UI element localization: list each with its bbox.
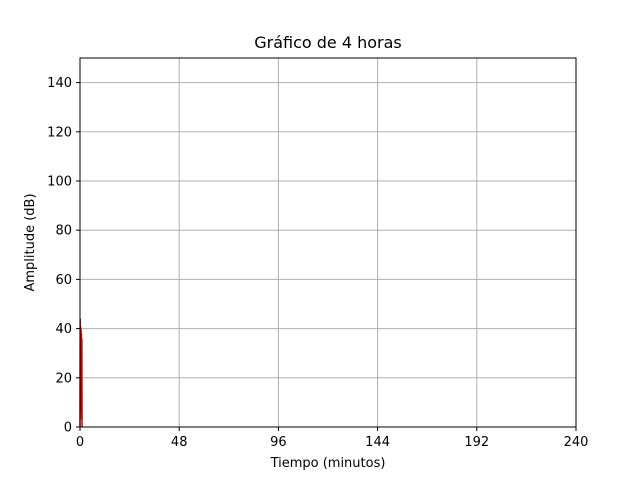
x-tick-label: 144 — [365, 435, 390, 450]
axes-frame — [79, 57, 577, 428]
x-axis-label: Tiempo (minutos) — [270, 456, 386, 471]
axis-ticks: 0 48 96 144 192 240 0 20 40 60 80 100 120 140 — [47, 76, 588, 450]
x-tick-label: 192 — [464, 435, 489, 450]
x-tick-label: 240 — [564, 435, 589, 450]
y-tick-label: 40 — [55, 322, 72, 337]
x-tick-label: 96 — [270, 435, 287, 450]
y-tick-label: 100 — [47, 175, 72, 190]
x-tick-label: 48 — [171, 435, 188, 450]
y-tick-label: 20 — [55, 371, 72, 386]
x-tick-label: 0 — [76, 435, 84, 450]
y-axis-label: Amplitude (dB) — [23, 193, 38, 291]
chart-title: Gráfico de 4 horas — [254, 33, 402, 52]
grid-lines — [79, 58, 577, 428]
plot-area — [80, 58, 576, 427]
y-tick-label: 60 — [55, 273, 72, 288]
y-tick-label: 80 — [55, 224, 72, 239]
y-tick-label: 140 — [47, 76, 72, 91]
y-tick-label: 0 — [64, 421, 72, 436]
y-tick-label: 120 — [47, 125, 72, 140]
